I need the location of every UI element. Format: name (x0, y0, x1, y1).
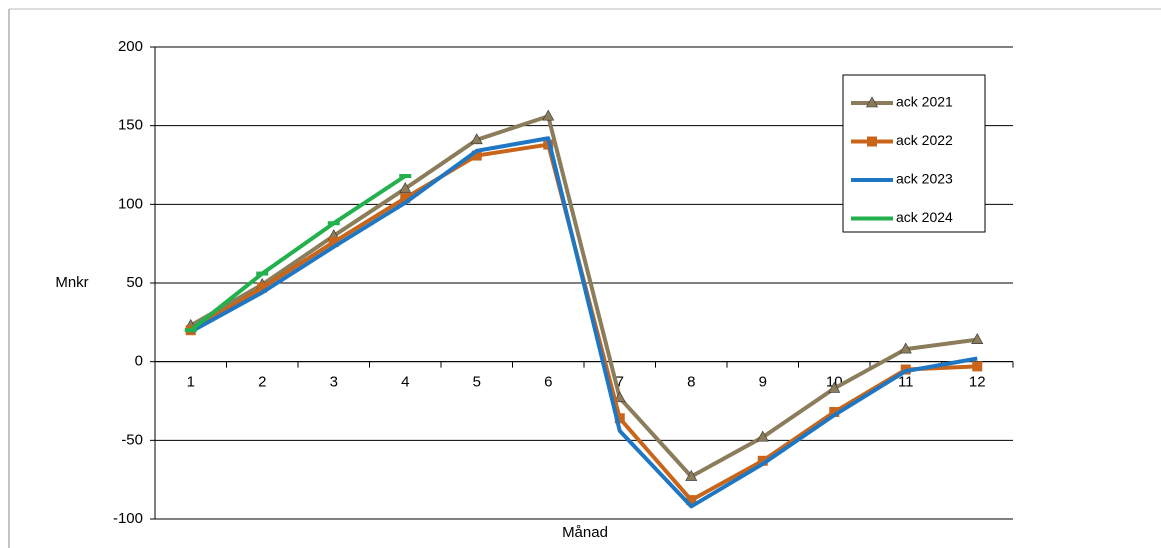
y-tick-label: 100 (118, 195, 143, 212)
marker (757, 455, 768, 466)
legend-label: ack 2024 (896, 209, 953, 225)
x-tick-label: 6 (544, 374, 552, 391)
y-tick-label: 50 (126, 274, 143, 291)
marker (828, 381, 841, 393)
marker (399, 181, 412, 193)
marker (685, 469, 698, 481)
marker (829, 407, 840, 418)
x-tick-label: 2 (258, 374, 266, 391)
marker (865, 96, 879, 108)
x-tick-label: 1 (187, 374, 195, 391)
x-axis-label: Månad (562, 524, 608, 541)
series-line (189, 136, 978, 509)
marker (867, 136, 877, 147)
x-tick-label: 7 (616, 374, 624, 391)
marker (971, 333, 984, 344)
marker (972, 361, 983, 372)
y-axis-label: Mnkr (55, 274, 88, 291)
legend: ack 2021 ack 2022 ack 2023 ack 2024 (842, 74, 986, 233)
x-tick-label: 3 (330, 374, 338, 391)
series-line (189, 114, 978, 479)
x-tick-label: 8 (687, 374, 695, 391)
series-line (189, 174, 407, 332)
marker (257, 282, 268, 293)
marker (328, 237, 339, 248)
x-tick-label: 9 (759, 374, 767, 391)
marker (542, 109, 555, 121)
marker (470, 133, 483, 145)
x-tick-label: 4 (401, 374, 409, 391)
y-tick-label: 200 (118, 38, 143, 55)
marker (613, 391, 626, 403)
marker (471, 150, 482, 161)
legend-label: ack 2021 (896, 94, 953, 110)
x-tick-label: 12 (969, 374, 986, 391)
marker (400, 193, 411, 204)
y-tick-label: -50 (121, 431, 143, 448)
y-tick-label: 150 (118, 117, 143, 134)
x-tick-label: 11 (898, 374, 914, 391)
y-tick-label: -100 (113, 510, 143, 527)
marker (899, 342, 912, 354)
legend-label: ack 2022 (896, 132, 953, 148)
marker (614, 413, 625, 424)
legend-label: ack 2023 (896, 171, 953, 187)
y-tick-label: 0 (135, 353, 143, 370)
marker (756, 430, 769, 442)
x-tick-label: 5 (473, 374, 481, 391)
marker (686, 495, 697, 506)
